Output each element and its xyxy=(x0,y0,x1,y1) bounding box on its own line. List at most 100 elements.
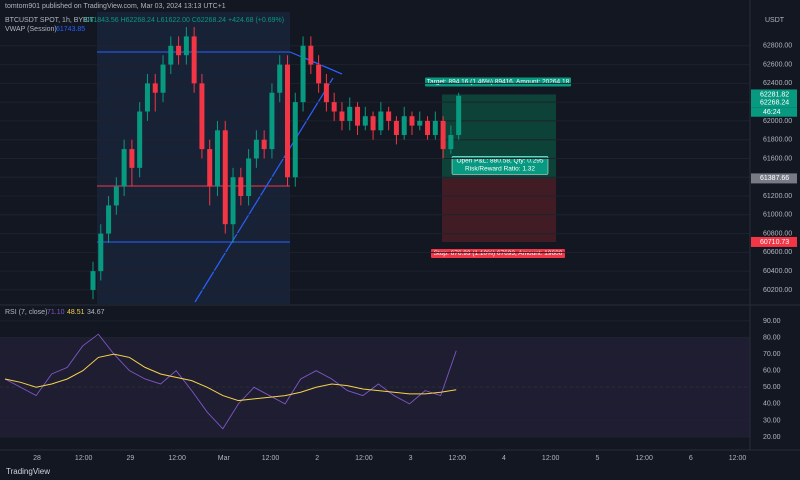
vwap: VWAP (Session) xyxy=(5,26,57,33)
candle-body xyxy=(432,120,438,135)
rsi-reading: 71.10 xyxy=(47,309,65,316)
candle-body xyxy=(269,92,275,150)
ohlc: O61843.56 H62268.24 L61622.00 C62268.24 … xyxy=(84,17,284,24)
candle-body xyxy=(113,186,119,206)
candle-body xyxy=(129,149,135,168)
price-tag-label: 61387.66 xyxy=(760,175,789,182)
price-tag-label: 62281.82 xyxy=(760,91,789,98)
candle-body xyxy=(331,102,337,112)
y-tick-label: 62800.00 xyxy=(763,43,792,50)
candle-body xyxy=(152,83,158,93)
countdown-tag xyxy=(751,107,797,117)
rsi-tick-label: 30.00 xyxy=(763,417,781,424)
currency: USDT xyxy=(765,17,785,24)
candle-body xyxy=(300,45,306,103)
candle-body xyxy=(277,64,283,93)
x-tick-label: 12:00 xyxy=(262,455,280,462)
position: Target: 894.16 (1.46%) 89416, Amount: 20… xyxy=(425,77,571,258)
x-tick-label: Mar xyxy=(218,455,231,462)
price-tag-label: 60710.73 xyxy=(760,239,789,246)
x-tick-label: 2 xyxy=(315,455,319,462)
rsi-tick-label: 60.00 xyxy=(763,368,781,375)
y-tick-label: 62400.00 xyxy=(763,80,792,87)
candle-body xyxy=(191,36,197,84)
vwap-value: 61743.85 xyxy=(56,26,85,33)
x-tick-label: 12:00 xyxy=(542,455,560,462)
y-tick-label: 61000.00 xyxy=(763,212,792,219)
rsi-line xyxy=(4,353,457,402)
candle-body xyxy=(168,45,174,65)
x-tick-label: 3 xyxy=(409,455,413,462)
price-tag xyxy=(751,89,797,100)
candle-body xyxy=(386,111,392,121)
rsi-tick-label: 50.00 xyxy=(763,384,781,391)
candle-body xyxy=(323,83,329,103)
candle-body xyxy=(347,106,353,121)
symbol: BTCUSDT SPOT, 1h, BYBIT xyxy=(5,17,95,24)
rsi-tick-label: 90.00 xyxy=(763,318,781,325)
rsi-tick-label: 40.00 xyxy=(763,401,781,408)
y-tick-label: 60200.00 xyxy=(763,287,792,294)
candle-body xyxy=(378,111,384,131)
x-tick-label: 12:00 xyxy=(355,455,373,462)
rsi-title: RSI (7, close) xyxy=(5,309,47,316)
pnl-box xyxy=(451,156,549,175)
candle-body xyxy=(370,116,376,131)
candle-body xyxy=(90,271,96,290)
marks xyxy=(0,27,750,438)
candle-body xyxy=(425,120,431,135)
y-tick-label: 61200.00 xyxy=(763,193,792,200)
price-tag-label: 62268.24 xyxy=(760,100,789,107)
y-tick-label: 62600.00 xyxy=(763,61,792,68)
candle-body xyxy=(207,149,213,187)
x-tick-label: 6 xyxy=(689,455,693,462)
candle-body xyxy=(401,116,407,135)
rsi-reading: 34.67 xyxy=(87,309,105,316)
x-tick-label: 12:00 xyxy=(635,455,653,462)
candle-body xyxy=(456,95,462,135)
candle-body xyxy=(362,116,368,126)
rsi-line xyxy=(4,333,457,430)
candle-body xyxy=(199,83,205,150)
candle-body xyxy=(176,45,182,56)
candle-body xyxy=(222,130,228,225)
brand: TradingView xyxy=(6,467,50,476)
candle-body xyxy=(238,177,244,197)
x-tick-label: 12:00 xyxy=(168,455,186,462)
y-tick-label: 61600.00 xyxy=(763,155,792,162)
candle-body xyxy=(285,64,290,178)
candle-body xyxy=(292,102,298,178)
loss-zone xyxy=(442,178,556,242)
candle-body xyxy=(417,120,423,126)
target-label: Target: 894.16 (1.46%) 89416, Amount: 20… xyxy=(427,79,570,86)
candle-body xyxy=(355,106,361,126)
x-tick-label: 5 xyxy=(595,455,599,462)
y-tick-label: 60400.00 xyxy=(763,268,792,275)
x-tick-label: 12:00 xyxy=(729,455,747,462)
y-tick-label: 62000.00 xyxy=(763,118,792,125)
price-tag xyxy=(751,236,797,247)
trend-line xyxy=(194,77,334,303)
candle-body xyxy=(448,134,454,150)
rsi-tick-label: 20.00 xyxy=(763,434,781,441)
publisher: tomtom901 published on TradingView.com, … xyxy=(5,3,226,10)
price-tag xyxy=(751,97,797,108)
rr-label: Risk/Reward Ratio: 1.32 xyxy=(465,166,535,173)
y-tick-label: 61800.00 xyxy=(763,137,792,144)
rsi-tick-label: 70.00 xyxy=(763,351,781,358)
candle-body xyxy=(144,83,150,112)
candle-body xyxy=(316,64,322,84)
stop-label: Stop: 676.93 (1.10%) 67693, Amount: 1960… xyxy=(434,250,563,257)
candle-body xyxy=(121,149,127,187)
x-tick-label: 29 xyxy=(127,455,135,462)
rsi-tick-label: 80.00 xyxy=(763,334,781,341)
candle-body xyxy=(137,111,143,168)
x-tick-label: 12:00 xyxy=(449,455,467,462)
candle-body xyxy=(261,139,267,150)
target-box xyxy=(425,77,571,87)
x-tick-label: 4 xyxy=(502,455,506,462)
candle-body xyxy=(183,36,189,56)
candle-body xyxy=(160,64,166,93)
